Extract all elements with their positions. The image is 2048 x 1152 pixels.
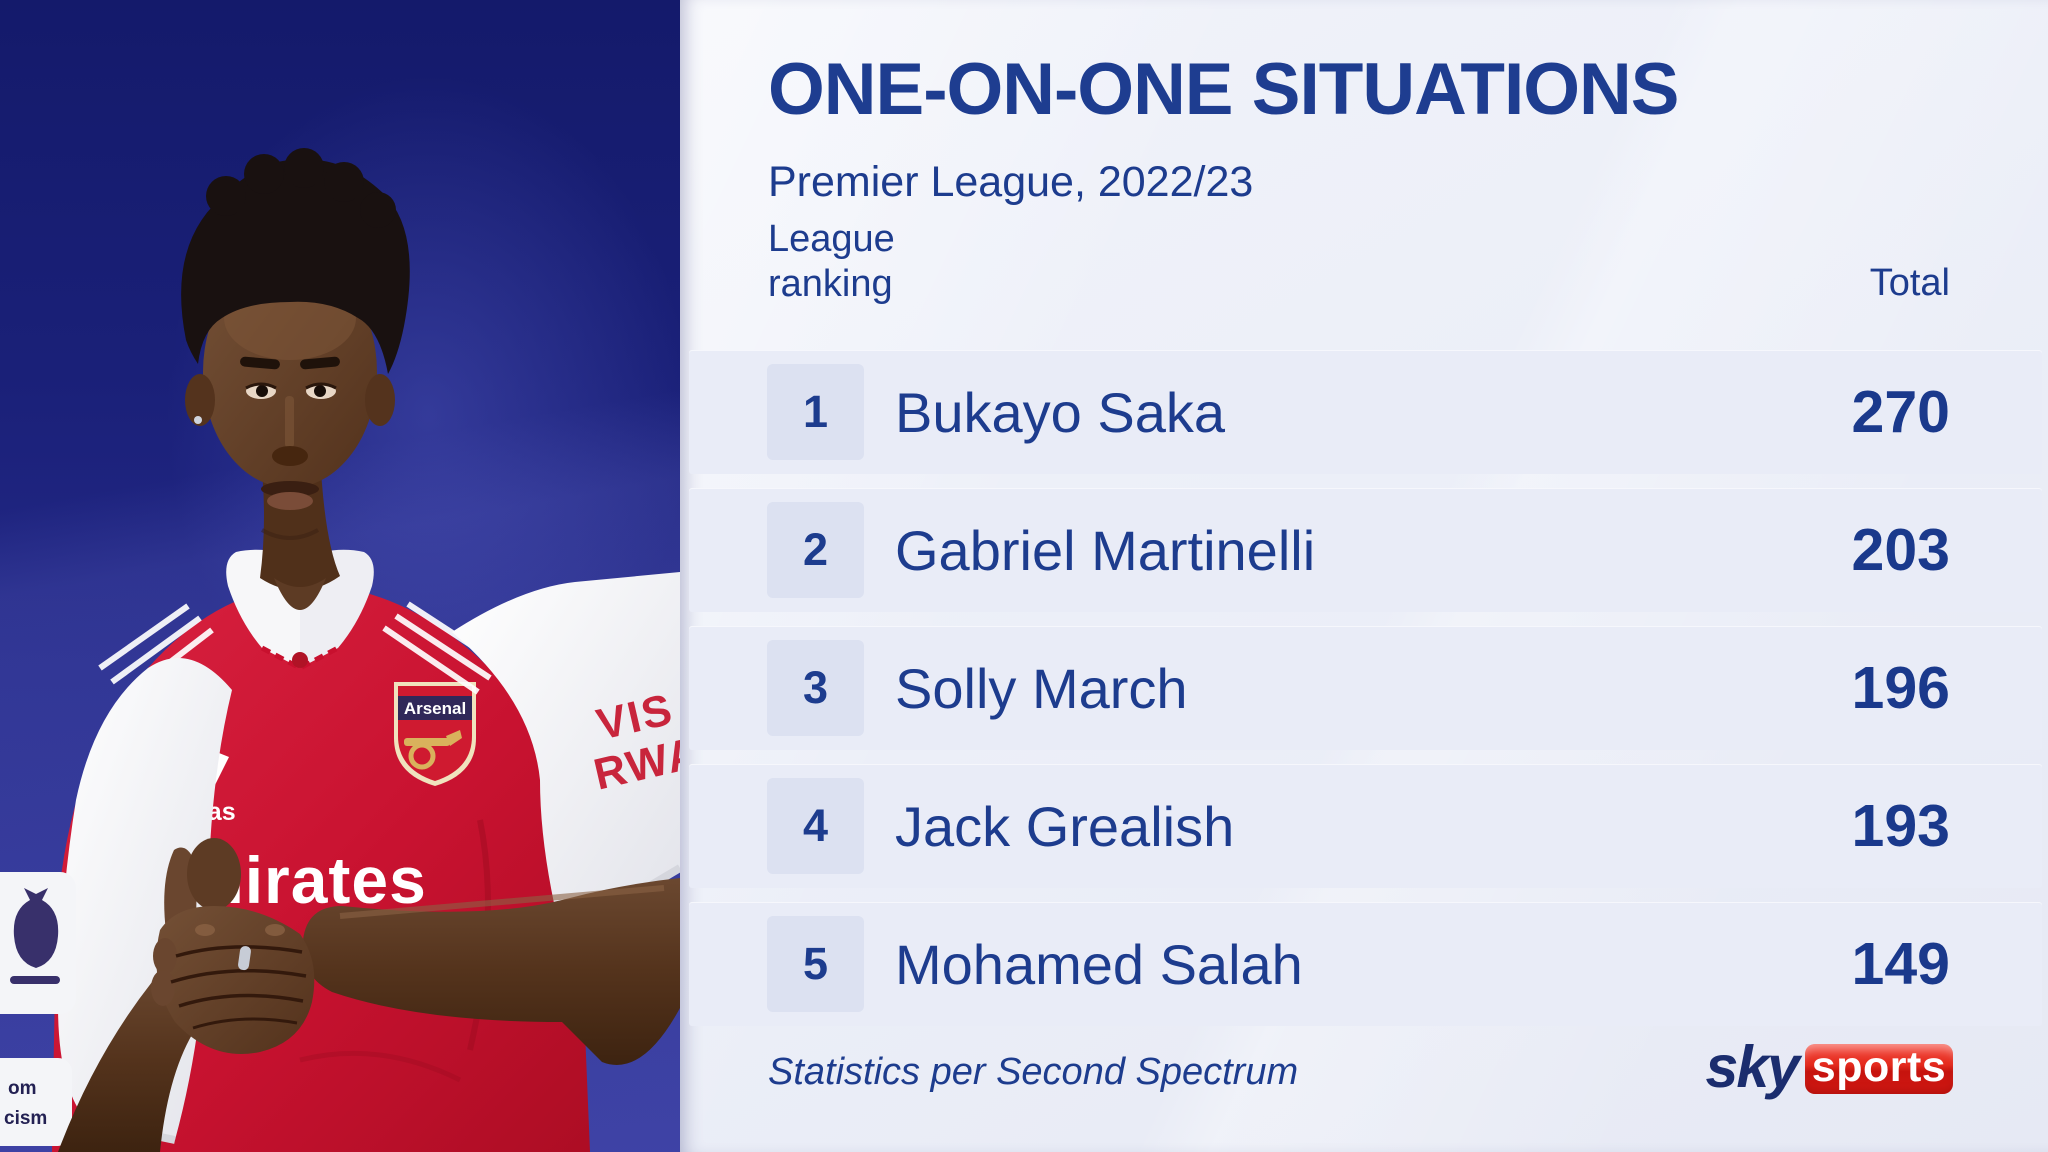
subtitle: Premier League, 2022/23 [768,158,1254,206]
table-row: 2 Gabriel Martinelli 203 [689,488,2042,612]
sky-sports-logo: sky sports [1705,1033,1953,1100]
player-total: 270 [1851,379,1950,445]
earring [194,416,202,424]
page-title: ONE-ON-ONE SITUATIONS [768,49,1679,130]
rank-badge: 2 [767,502,864,598]
rank-badge: 4 [767,778,864,874]
player-name: Gabriel Martinelli [895,518,1316,582]
table-row: 3 Solly March 196 [689,626,2042,750]
premier-league-patch-icon [0,872,76,1014]
ranking-table: 1 Bukayo Saka 270 2 Gabriel Martinelli 2… [680,350,2048,1040]
sports-wordmark: sports [1811,1042,1947,1091]
right-sleeve [452,572,680,938]
sports-wordmark-box: sports [1805,1044,1953,1094]
crossing-forearm [302,878,680,1065]
player-total: 149 [1851,931,1950,997]
total-column-header: Total [1869,262,1950,304]
player-total: 193 [1851,793,1950,859]
svg-text:cism: cism [4,1108,47,1129]
rank-badge: 1 [767,364,864,460]
player-total: 203 [1851,517,1950,583]
player-name: Mohamed Salah [895,932,1303,996]
rank-badge: 3 [767,640,864,736]
right-ear [365,374,395,426]
table-row: 1 Bukayo Saka 270 [689,350,2042,474]
rank-badge: 5 [767,916,864,1012]
table-row: 5 Mohamed Salah 149 [689,902,2042,1026]
source-note: Statistics per Second Spectrum [768,1051,1299,1093]
rank-column-header: League ranking [768,218,895,305]
arsenal-crest-icon: Arsenal [394,682,476,786]
ring [238,946,251,971]
player-name: Jack Grealish [895,794,1235,858]
no-room-for-racism-patch: om cism [0,1058,72,1146]
player-photo: Emirates Arsenal adidas [0,148,680,1152]
player-name: Bukayo Saka [895,380,1225,444]
player-facial-features [240,356,340,540]
clasped-hands [151,838,315,1054]
table-row: 4 Jack Grealish 193 [689,764,2042,888]
crest-label: Arsenal [404,699,466,718]
player-photo-panel: Emirates Arsenal adidas [0,0,680,1152]
player-name: Solly March [895,656,1188,720]
svg-text:om: om [8,1078,37,1099]
player-total: 196 [1851,655,1950,721]
left-ear [185,374,215,426]
player-hair [181,148,410,374]
stats-panel: ONE-ON-ONE SITUATIONS Premier League, 20… [680,0,2048,1152]
sky-wordmark: sky [1705,1033,1800,1100]
